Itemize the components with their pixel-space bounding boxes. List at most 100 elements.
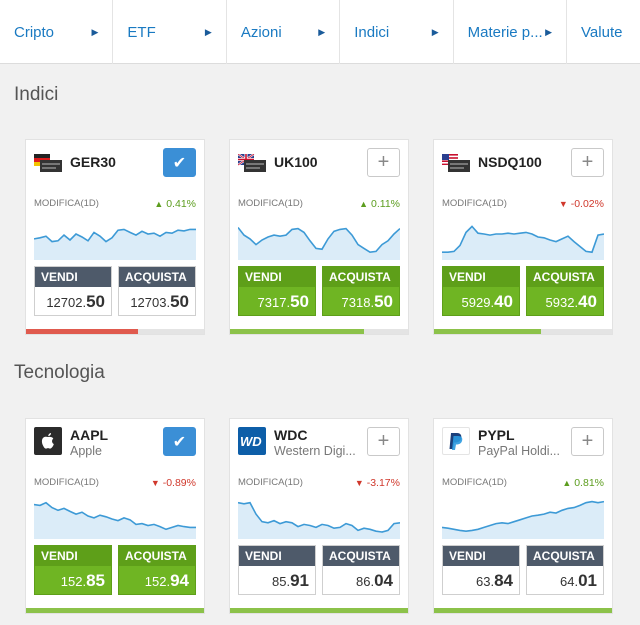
buy-price: 5932.40 xyxy=(527,287,603,315)
instrument-symbol[interactable]: NSDQ100 xyxy=(478,154,542,170)
sell-button[interactable]: VENDI 12702.50 xyxy=(34,266,112,316)
buy-price-dec: 40 xyxy=(578,292,597,311)
arrow-up-icon: ▲ xyxy=(562,478,572,488)
sell-price-dec: 50 xyxy=(290,292,309,311)
plus-icon: + xyxy=(581,151,594,173)
card-header: GER30 ✔ xyxy=(34,148,196,178)
buy-button[interactable]: ACQUISTA 152.94 xyxy=(118,545,196,595)
daily-change: ▲ 0.41% xyxy=(154,198,196,210)
price-sparkline-chart xyxy=(442,214,605,260)
buy-button[interactable]: ACQUISTA 5932.40 xyxy=(526,266,604,316)
instrument-card-ger30[interactable]: GER30 ✔ MODIFICA(1D) ▲ 0.41% VENDI 12702.50 AC… xyxy=(26,140,204,334)
watchlist-toggle-button[interactable]: + xyxy=(571,148,604,177)
instrument-title: AAPL Apple xyxy=(70,427,158,458)
buy-label: ACQUISTA xyxy=(527,267,603,287)
watchlist-toggle-button[interactable]: + xyxy=(367,427,400,456)
instrument-card-nsdq100[interactable]: NSDQ100 + MODIFICA(1D) ▼ -0.02% VENDI 5929.40… xyxy=(434,140,612,334)
sell-button[interactable]: VENDI 7317.50 xyxy=(238,266,316,316)
sell-price-int: 5929. xyxy=(461,295,495,310)
triangle-right-icon: ▶ xyxy=(91,26,99,37)
daily-change: ▼ -0.89% xyxy=(151,477,196,489)
change-period-label: MODIFICA(1D) xyxy=(238,477,303,488)
plus-icon: + xyxy=(581,430,594,452)
instrument-card-uk100[interactable]: UK100 + MODIFICA(1D) ▲ 0.11% VENDI 7317.50 ACQ… xyxy=(230,140,408,334)
buy-button[interactable]: ACQUISTA 7318.50 xyxy=(322,266,400,316)
tab-label: Cripto xyxy=(14,23,55,41)
price-sparkline-chart xyxy=(237,493,401,539)
instrument-card-aapl[interactable]: AAPL Apple ✔ MODIFICA(1D) ▼ -0.89% VENDI 152.8… xyxy=(26,419,204,613)
watchlist-toggle-button[interactable]: + xyxy=(571,427,604,456)
instrument-symbol[interactable]: AAPL xyxy=(70,427,109,443)
buy-price: 12703.50 xyxy=(119,287,195,315)
buy-price-dec: 04 xyxy=(374,571,393,590)
tab-cripto[interactable]: Cripto ▶ xyxy=(0,0,114,64)
change-value: 0.41% xyxy=(166,198,196,210)
buy-label: ACQUISTA xyxy=(323,267,399,287)
watchlist-toggle-button[interactable]: ✔ xyxy=(163,427,196,456)
paypal-logo-icon xyxy=(442,427,470,455)
daily-change: ▼ -3.17% xyxy=(355,477,400,489)
sentiment-bar-fill xyxy=(230,608,408,613)
check-icon: ✔ xyxy=(172,433,187,451)
section-title-indici: Indici xyxy=(14,84,59,105)
card-header: AAPL Apple ✔ xyxy=(34,427,196,458)
instrument-card-wdc[interactable]: WD WDC Western Digi... + MODIFICA(1D) ▼ -3.17… xyxy=(230,419,408,613)
tab-label: Azioni xyxy=(240,23,282,41)
plus-icon: + xyxy=(377,430,390,452)
tab-valute[interactable]: Valute xyxy=(567,0,640,64)
sell-price: 85.91 xyxy=(239,566,315,594)
sentiment-bar-fill xyxy=(26,608,204,613)
price-sparkline-chart xyxy=(237,214,401,260)
sell-price: 7317.50 xyxy=(239,287,315,315)
apple-logo-icon xyxy=(34,427,62,455)
tab-indici[interactable]: Indici ▶ xyxy=(340,0,454,64)
triangle-right-icon: ▶ xyxy=(204,26,212,37)
tab-label: Indici xyxy=(354,23,390,41)
instrument-symbol[interactable]: PYPL xyxy=(478,427,515,443)
sell-button[interactable]: VENDI 85.91 xyxy=(238,545,316,595)
tab-label: Materie p... xyxy=(467,23,543,41)
buy-price-int: 86. xyxy=(356,574,375,589)
sell-price-dec: 84 xyxy=(494,571,513,590)
change-period-label: MODIFICA(1D) xyxy=(34,198,99,209)
tab-materie-prime[interactable]: Materie p... ▶ xyxy=(454,0,568,64)
change-value: 0.11% xyxy=(371,198,400,210)
buy-button[interactable]: ACQUISTA 86.04 xyxy=(322,545,400,595)
change-value: -3.17% xyxy=(366,477,400,489)
instrument-symbol[interactable]: UK100 xyxy=(274,154,318,170)
sell-button[interactable]: VENDI 152.85 xyxy=(34,545,112,595)
buy-price-dec: 01 xyxy=(578,571,597,590)
change-period-label: MODIFICA(1D) xyxy=(442,477,507,488)
watchlist-toggle-button[interactable]: + xyxy=(367,148,400,177)
sell-label: VENDI xyxy=(443,546,519,566)
sell-price: 152.85 xyxy=(35,566,111,594)
tab-label: ETF xyxy=(127,23,156,41)
sentiment-bar xyxy=(230,329,408,334)
arrow-up-icon: ▲ xyxy=(359,199,369,209)
instrument-symbol[interactable]: GER30 xyxy=(70,154,116,170)
instrument-title: UK100 xyxy=(274,148,318,170)
instrument-title: PYPL PayPal Holdi... xyxy=(478,427,566,458)
buy-price-int: 152. xyxy=(144,574,171,589)
buy-price-dec: 50 xyxy=(170,292,189,311)
daily-change: ▼ -0.02% xyxy=(559,198,604,210)
buy-button[interactable]: ACQUISTA 12703.50 xyxy=(118,266,196,316)
sentiment-bar xyxy=(26,608,204,613)
triangle-right-icon: ▶ xyxy=(431,26,439,37)
card-header: UK100 + xyxy=(237,148,400,178)
buy-price-int: 64. xyxy=(560,574,579,589)
sell-price-int: 85. xyxy=(272,574,291,589)
tab-etf[interactable]: ETF ▶ xyxy=(113,0,227,64)
sell-label: VENDI xyxy=(239,546,315,566)
instrument-card-pypl[interactable]: PYPL PayPal Holdi... + MODIFICA(1D) ▲ 0.81% V… xyxy=(434,419,612,613)
sell-button[interactable]: VENDI 5929.40 xyxy=(442,266,520,316)
sentiment-bar xyxy=(26,329,204,334)
watchlist-toggle-button[interactable]: ✔ xyxy=(163,148,196,177)
sell-button[interactable]: VENDI 63.84 xyxy=(442,545,520,595)
card-header: NSDQ100 + xyxy=(442,148,604,178)
instrument-symbol[interactable]: WDC xyxy=(274,427,308,443)
buy-label: ACQUISTA xyxy=(119,267,195,287)
buy-price-dec: 50 xyxy=(374,292,393,311)
buy-button[interactable]: ACQUISTA 64.01 xyxy=(526,545,604,595)
tab-azioni[interactable]: Azioni ▶ xyxy=(227,0,341,64)
